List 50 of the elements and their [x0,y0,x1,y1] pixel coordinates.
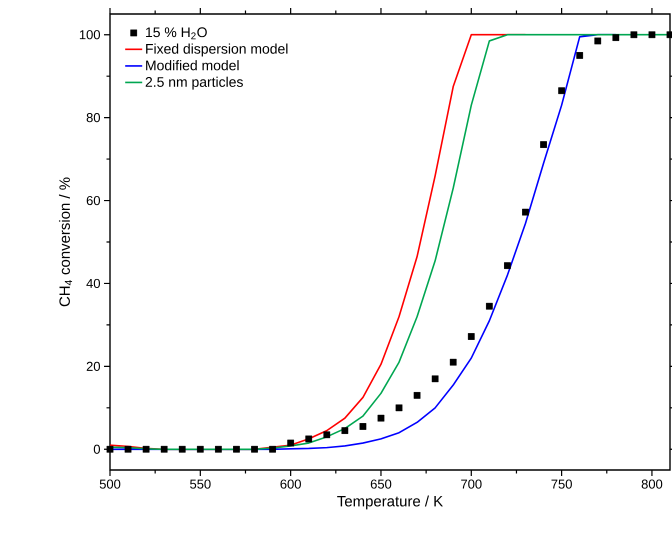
x-tick-label: 600 [280,479,301,489]
point [323,431,330,438]
point [540,141,547,148]
point [522,208,529,216]
point [576,52,584,59]
y-tick-label: 0 [94,444,100,454]
point [504,262,511,270]
x-tick-label: 550 [190,479,211,489]
point [160,446,168,453]
point [142,446,150,453]
x-axis-title: Temperature / K [337,496,443,510]
point [630,31,638,38]
point [196,446,204,453]
point [612,34,620,42]
point [305,436,312,442]
point [233,446,240,453]
legend-label: 2.5 nm particles [146,76,243,90]
point [360,423,366,430]
x-tick-label: 750 [551,479,572,489]
y-tick-label: 40 [86,278,100,288]
point [450,358,457,366]
point [178,446,186,453]
point [558,87,566,94]
point [287,440,294,446]
point [396,404,402,412]
point [106,446,114,453]
y-tick-label: 80 [86,113,100,122]
y-tick-label: 60 [86,196,100,206]
x-tick-label: 500 [100,479,120,489]
legend-label: Fixed dispersion model [146,44,288,57]
y-tick-label: 100 [80,30,100,40]
x-tick-label: 800 [642,479,662,489]
point [468,333,475,340]
y-tick-label: 20 [86,362,100,371]
legend-label: Modified model [146,60,239,70]
y-axis-title: CH$_{4}$ conversion / % [58,178,72,306]
point [124,446,132,453]
point [251,446,258,453]
point [414,392,420,399]
x-tick-label: 650 [370,479,392,489]
point [215,446,222,453]
point [341,427,348,434]
point [378,414,384,422]
point [432,375,439,382]
point [486,302,493,310]
point [594,38,602,44]
legend-label: 15 % H$_{2}$O [146,27,207,40]
point [648,31,656,38]
point [269,446,276,453]
x-tick-label: 700 [461,479,482,489]
